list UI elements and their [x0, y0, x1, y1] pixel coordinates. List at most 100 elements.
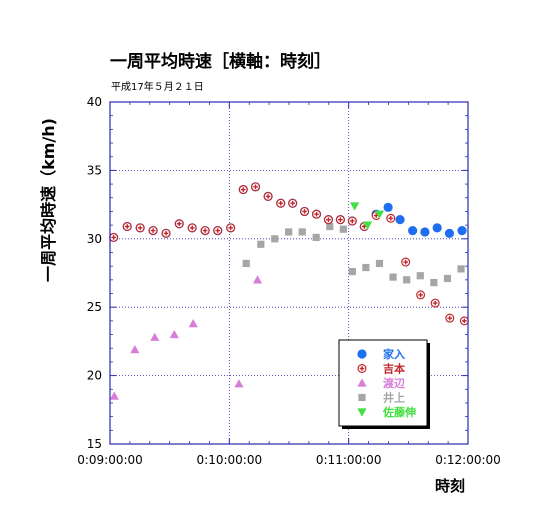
cross-marker-plus — [176, 221, 182, 227]
data-point — [374, 210, 385, 219]
legend-box — [338, 339, 428, 427]
data-point — [174, 219, 184, 229]
data-point — [350, 202, 360, 211]
data-point — [148, 226, 158, 236]
x-tick-label: 0:11:00:00 — [316, 453, 382, 467]
cross-marker-plus — [111, 235, 116, 240]
data-point — [252, 275, 263, 284]
data-point — [285, 228, 293, 236]
data-point — [188, 319, 198, 328]
axis-ticks: 15 20 25 30 35 40 0:09:00:00 0:10:00:00 0:11:00:… — [77, 95, 501, 467]
y-tick-label: 40 — [87, 95, 102, 109]
data-point — [288, 198, 298, 208]
y-tick-label: 15 — [87, 437, 102, 451]
cross-marker-plus — [137, 225, 143, 231]
cross-marker-plus — [350, 218, 355, 224]
data-point — [459, 316, 469, 326]
data-point — [213, 226, 223, 236]
x-tick-label: 0:10:00:00 — [197, 453, 263, 467]
legend-marker — [358, 393, 366, 402]
plot-frame — [109, 101, 469, 445]
y-axis-label: 一周平均時速（km/h) — [39, 118, 58, 282]
data-point — [109, 391, 119, 400]
cross-marker-plus — [326, 217, 331, 222]
data-point — [432, 223, 442, 233]
data-point — [135, 223, 145, 233]
data-point — [375, 259, 384, 268]
legend-label: 井上 — [383, 391, 405, 405]
y-tick-label: 30 — [87, 232, 102, 246]
data-point — [386, 213, 396, 223]
legend-marker — [357, 364, 367, 374]
data-point — [187, 223, 197, 233]
x-tick-label: 0:09:00:00 — [77, 453, 143, 467]
data-point — [238, 185, 248, 195]
data-point — [416, 290, 426, 300]
data-point — [430, 298, 440, 308]
data-point — [383, 202, 393, 212]
data-point — [457, 225, 467, 236]
legend-marker — [357, 349, 367, 359]
cross-marker-plus — [359, 366, 365, 371]
cross-marker-plus — [314, 211, 319, 217]
data-point — [312, 233, 320, 242]
data-point — [242, 259, 250, 268]
cross-marker-plus — [163, 231, 169, 236]
legend-marker — [357, 408, 367, 417]
data-point — [326, 222, 334, 231]
data-point — [389, 273, 397, 281]
cross-marker-plus — [302, 209, 307, 214]
y-tick-label: 35 — [87, 163, 102, 177]
data-point — [403, 276, 411, 284]
data-point — [257, 240, 265, 248]
data-point — [395, 215, 405, 225]
legend-label: 佐藤伸 — [382, 405, 416, 419]
cross-marker-plus — [432, 300, 438, 306]
cross-marker-plus — [388, 215, 394, 221]
data-point — [169, 329, 179, 339]
y-tick-label: 25 — [87, 300, 102, 314]
data-point — [362, 221, 373, 230]
data-point — [150, 332, 160, 341]
data-point — [312, 209, 322, 219]
chart-subtitle: 平成17年５月２１日 — [111, 80, 204, 93]
data-point — [430, 278, 438, 287]
data-point — [226, 223, 236, 233]
data-point — [130, 345, 140, 354]
data-point — [234, 379, 244, 388]
chart-title: 一周平均時速［横軸：時刻］ — [110, 51, 331, 72]
data-point — [457, 265, 465, 273]
data-point — [445, 313, 455, 323]
data-point — [200, 226, 210, 236]
cross-marker-plus — [253, 184, 258, 190]
data-point — [323, 215, 333, 225]
data-point — [362, 263, 370, 272]
cross-marker-plus — [228, 225, 233, 231]
data-point — [347, 216, 357, 226]
data-point — [109, 232, 119, 242]
x-axis-label: 時刻 — [435, 477, 465, 495]
cross-marker-plus — [403, 259, 408, 265]
cross-marker-plus — [215, 228, 221, 233]
data-point — [443, 274, 452, 283]
legend-label: 渡辺 — [383, 376, 405, 390]
data-points — [109, 182, 469, 400]
data-point — [271, 235, 279, 243]
cross-marker-plus — [202, 228, 208, 233]
data-point — [122, 221, 132, 231]
cross-marker-plus — [265, 194, 271, 199]
cross-marker-plus — [462, 318, 467, 324]
data-point — [416, 272, 424, 280]
cross-marker-plus — [447, 315, 453, 321]
data-point — [408, 225, 418, 236]
legend-label: 家入 — [383, 347, 405, 361]
cross-marker-plus — [240, 187, 246, 192]
cross-marker-plus — [278, 200, 284, 206]
data-point — [263, 191, 273, 201]
data-point — [420, 227, 430, 237]
data-point — [339, 225, 347, 233]
legend-label: 吉本 — [383, 362, 405, 376]
